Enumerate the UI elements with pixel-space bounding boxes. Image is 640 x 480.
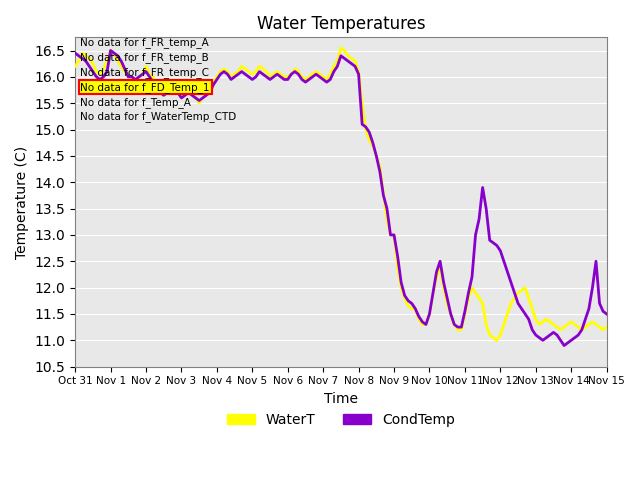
Title: Water Temperatures: Water Temperatures xyxy=(257,15,425,33)
Line: WaterT: WaterT xyxy=(75,48,607,340)
Legend: WaterT, CondTemp: WaterT, CondTemp xyxy=(221,407,461,432)
Text: No data for f_FR_temp_C: No data for f_FR_temp_C xyxy=(81,67,209,78)
CondTemp xyxy=(447,311,454,317)
Text: No data for f_Temp_A: No data for f_Temp_A xyxy=(81,96,191,108)
CondTemp xyxy=(412,306,419,312)
WaterT xyxy=(447,311,454,317)
WaterT xyxy=(397,285,405,290)
X-axis label: Time: Time xyxy=(324,392,358,406)
WaterT xyxy=(599,327,607,333)
WaterT xyxy=(337,45,345,51)
CondTemp xyxy=(107,48,115,53)
CondTemp xyxy=(397,279,405,285)
CondTemp xyxy=(599,309,607,314)
CondTemp xyxy=(603,311,611,317)
WaterT xyxy=(412,306,419,312)
Text: No data for f_FR_temp_A: No data for f_FR_temp_A xyxy=(81,37,209,48)
CondTemp xyxy=(333,63,341,69)
WaterT xyxy=(330,63,338,69)
Y-axis label: Temperature (C): Temperature (C) xyxy=(15,145,29,259)
CondTemp xyxy=(71,50,79,56)
CondTemp xyxy=(262,74,270,80)
WaterT xyxy=(259,66,267,72)
WaterT xyxy=(71,63,79,69)
WaterT xyxy=(493,337,500,343)
Text: No data for f_FR_temp_B: No data for f_FR_temp_B xyxy=(81,52,209,63)
Text: No data for f_WaterTemp_CTD: No data for f_WaterTemp_CTD xyxy=(81,111,237,122)
CondTemp xyxy=(560,343,568,348)
WaterT xyxy=(603,324,611,330)
Text: No data for f_FD_Temp_1: No data for f_FD_Temp_1 xyxy=(81,82,210,93)
Line: CondTemp: CondTemp xyxy=(75,50,607,346)
